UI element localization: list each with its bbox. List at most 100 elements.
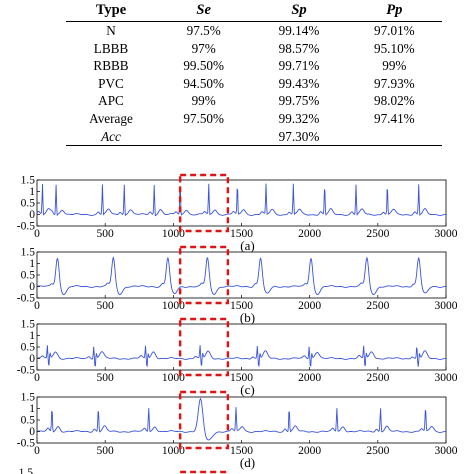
plot-frame: [36, 179, 447, 227]
header-pp: Pp: [386, 2, 403, 18]
y-tick-label: 0.5: [21, 198, 36, 210]
cell-type: APC: [98, 93, 124, 109]
table-row: RBBB 99.50% 99.71% 99%: [66, 57, 442, 75]
y-tick-label: 1.5: [21, 247, 36, 259]
x-tick-label: 1000: [162, 372, 185, 384]
cell-se: 97.5%: [186, 23, 221, 38]
x-tick-label: 2000: [298, 300, 321, 312]
x-tick-label: 2000: [298, 228, 321, 240]
cell-type: Acc: [101, 128, 121, 144]
y-tick-label: 1.5: [21, 319, 36, 331]
cell-pp: 97.93%: [373, 75, 415, 91]
header-se: Se: [196, 2, 211, 18]
x-tick-label: 2000: [298, 445, 321, 457]
cell-sp: 99.71%: [278, 58, 320, 74]
x-tick-label: 1500: [230, 300, 253, 312]
cell-sp: 99.32%: [278, 110, 320, 126]
cell-se: 97.50%: [183, 110, 224, 126]
x-tick-label: 500: [97, 228, 115, 240]
x-tick-label: 0: [34, 228, 40, 240]
y-tick-label: 1.5: [19, 467, 34, 474]
table-row: APC 99% 99.75% 98.02%: [66, 92, 442, 110]
table-row: PVC 94.50% 99.43% 97.93%: [66, 75, 442, 93]
header-sp: Sp: [291, 2, 307, 18]
x-tick-label: 1000: [162, 300, 185, 312]
cell-pp: 95.10%: [373, 40, 415, 56]
highlight-box: [178, 173, 230, 233]
x-tick-label: 2000: [298, 372, 321, 384]
y-tick-label: 0: [29, 426, 35, 438]
y-tick-label: 1: [29, 258, 35, 270]
header-type: Type: [95, 2, 127, 18]
cell-type: RBBB: [93, 58, 129, 74]
table-row: Average 97.50% 99.32% 97.41%: [66, 110, 442, 128]
x-tick-label: 500: [97, 372, 115, 384]
x-tick-label: 0: [34, 372, 40, 384]
cell-sp: 99.43%: [278, 75, 320, 91]
y-tick-label: -0.5: [17, 293, 35, 305]
y-tick-label: 0.5: [21, 415, 36, 427]
plot-frame: [36, 396, 447, 444]
cell-se: 99.50%: [183, 58, 224, 74]
ecg-signal-line: [36, 345, 446, 368]
x-tick-label: 2500: [366, 445, 389, 457]
x-tick-label: 1500: [230, 228, 253, 240]
x-tick-label: 500: [97, 300, 115, 312]
x-tick-label: 1500: [230, 372, 253, 384]
x-tick-label: 3000: [435, 300, 458, 312]
cell-type: Average: [89, 110, 133, 126]
ecg-signal-line: [36, 256, 446, 296]
x-tick-label: 1000: [162, 445, 185, 457]
cell-sp: 98.57%: [278, 40, 320, 56]
y-tick-label: -0.5: [17, 365, 35, 377]
cell-pp: 97.01%: [373, 23, 415, 38]
x-tick-label: 0: [34, 445, 40, 457]
ecg-signal-line: [36, 397, 446, 441]
panel-label: (c): [240, 382, 254, 397]
cell-type: N: [106, 23, 116, 38]
table-header-row: Type Se Sp Pp: [66, 0, 442, 22]
cell-type: PVC: [98, 75, 124, 91]
y-tick-label: -0.5: [17, 438, 35, 450]
cell-pp: 98.02%: [373, 93, 415, 109]
x-tick-label: 2500: [366, 300, 389, 312]
panel-label: (d): [240, 455, 255, 470]
y-tick-label: 1.5: [21, 392, 36, 404]
cell-pp: 97.41%: [373, 110, 415, 126]
cell-sp: 99.14%: [278, 23, 320, 38]
x-tick-label: 3000: [435, 228, 458, 240]
y-tick-label: 0: [29, 281, 35, 293]
y-tick-label: 1: [29, 186, 35, 198]
x-tick-label: 2500: [366, 228, 389, 240]
cell-se: 99%: [191, 93, 216, 109]
table-row: LBBB 97% 98.57% 95.10%: [66, 40, 442, 58]
x-tick-label: 1000: [162, 228, 185, 240]
results-table: Type Se Sp Pp N 97.5% 99.14% 97.01% LBBB…: [66, 0, 442, 146]
cell-se: 97%: [191, 40, 216, 56]
plot-frame: [36, 251, 447, 299]
y-tick-label: 0: [29, 353, 35, 365]
table-row: Acc 97.30%: [66, 128, 442, 146]
x-tick-label: 1500: [230, 445, 253, 457]
y-tick-label: 1: [29, 330, 35, 342]
y-tick-label: 0.5: [21, 342, 36, 354]
cell-sp: 97.30%: [278, 128, 320, 144]
cell-sp: 99.75%: [278, 93, 320, 109]
highlight-box: [178, 317, 230, 377]
x-tick-label: 3000: [435, 372, 458, 384]
cell-pp: 99%: [382, 58, 407, 74]
panel-label: (b): [240, 310, 255, 325]
cell-type: LBBB: [93, 40, 129, 56]
cell-se: 94.50%: [183, 75, 224, 91]
y-tick-label: -0.5: [17, 221, 35, 233]
x-tick-label: 500: [97, 445, 115, 457]
highlight-box: [178, 245, 230, 305]
results-table-container: Type Se Sp Pp N 97.5% 99.14% 97.01% LBBB…: [66, 0, 442, 146]
table-row: N 97.5% 99.14% 97.01%: [66, 22, 442, 40]
y-tick-label: 0.5: [21, 270, 36, 282]
plot-frame: [36, 323, 447, 371]
x-tick-label: 2500: [366, 372, 389, 384]
y-tick-label: 1: [29, 403, 35, 415]
ecg-signal-line: [36, 183, 446, 217]
